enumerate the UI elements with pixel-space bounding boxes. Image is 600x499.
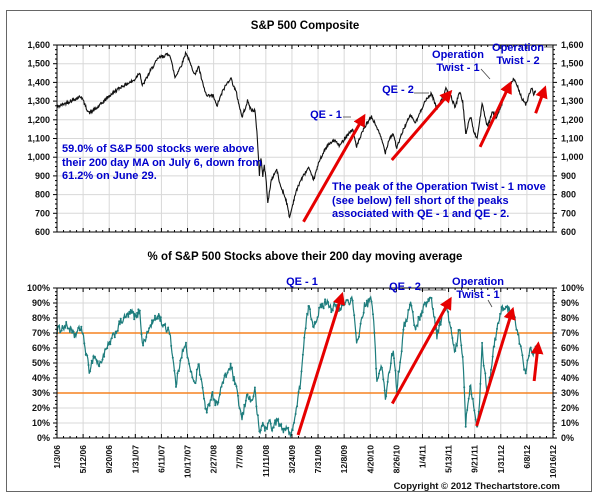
svg-text:10%: 10% [32, 418, 50, 428]
top-chart-series [56, 50, 537, 219]
svg-text:1,100: 1,100 [27, 134, 50, 144]
svg-text:1,300: 1,300 [27, 96, 50, 106]
svg-text:1/3/06: 1/3/06 [52, 445, 62, 469]
svg-text:800: 800 [35, 190, 50, 200]
svg-text:100%: 100% [27, 283, 50, 293]
note-line: 61.2% on June 29. [62, 170, 157, 182]
svg-text:9/20/06: 9/20/06 [104, 445, 114, 474]
svg-text:0%: 0% [561, 433, 574, 443]
svg-text:80%: 80% [32, 313, 50, 323]
svg-text:8/26/10: 8/26/10 [391, 445, 401, 474]
svg-text:600: 600 [561, 227, 576, 237]
svg-text:20%: 20% [561, 403, 579, 413]
svg-text:1/4/11: 1/4/11 [417, 445, 427, 468]
svg-text:60%: 60% [32, 343, 50, 353]
svg-text:90%: 90% [561, 298, 579, 308]
x-axis-date-labels: 1/3/06 5/12/06 9/20/06 1/31/07 6/11/07 10/17/… [52, 445, 558, 478]
svg-text:40%: 40% [561, 373, 579, 383]
copyright-text: Copyright © 2012 Thechartstore.com [393, 481, 560, 492]
top-chart-arrows [302, 80, 548, 223]
svg-text:1,000: 1,000 [27, 152, 50, 162]
svg-text:1,100: 1,100 [561, 134, 584, 144]
svg-text:2/27/08: 2/27/08 [209, 445, 219, 474]
bottom-chart-arrows [296, 291, 544, 436]
svg-text:700: 700 [35, 208, 50, 218]
note-twist1-peak: The peak of the Operation Twist - 1 move… [332, 181, 546, 222]
svg-text:20%: 20% [32, 403, 50, 413]
svg-text:6/8/12: 6/8/12 [522, 445, 532, 469]
svg-text:30%: 30% [561, 388, 579, 398]
svg-text:9/21/11: 9/21/11 [470, 445, 480, 473]
bottom-chart-axes [53, 287, 557, 439]
svg-text:0%: 0% [37, 433, 50, 443]
svg-text:10/16/12: 10/16/12 [548, 445, 558, 478]
svg-text:1,200: 1,200 [27, 115, 50, 125]
bottom-label-qe1: QE - 1 [286, 276, 318, 288]
note-line: 59.0% of S&P 500 stocks were above [62, 143, 255, 155]
top-chart-title: S&P 500 Composite [250, 20, 360, 32]
label-line: Operation [492, 42, 544, 54]
svg-text:100%: 100% [561, 283, 584, 293]
svg-text:90%: 90% [32, 298, 50, 308]
svg-text:1/31/12: 1/31/12 [496, 445, 506, 474]
svg-text:12/8/09: 12/8/09 [339, 445, 349, 474]
label-line: Operation [452, 276, 504, 288]
svg-text:1,400: 1,400 [561, 77, 584, 87]
label-line: Twist - 2 [496, 54, 540, 67]
svg-text:900: 900 [35, 171, 50, 181]
label-line: Twist - 1 [436, 61, 480, 74]
svg-text:30%: 30% [32, 388, 50, 398]
note-line: The peak of the Operation Twist - 1 move [332, 181, 546, 193]
svg-text:11/11/08: 11/11/08 [261, 445, 271, 477]
bottom-chart-title: % of S&P 500 Stocks above their 200 day … [147, 251, 463, 263]
svg-text:40%: 40% [32, 373, 50, 383]
svg-text:700: 700 [561, 208, 576, 218]
bottom-chart-series [56, 295, 537, 438]
svg-text:50%: 50% [32, 358, 50, 368]
bottom-chart-ytick-labels: 0% 0% 10% 10% 20% 20% 30% 30% 40% 40% 50% 50% 60% 60%… [27, 283, 584, 443]
bottom-label-operation-twist-1: Operation Twist - 1 [452, 276, 504, 301]
svg-text:10%: 10% [561, 418, 579, 428]
bottom-label-qe2: QE - 2 [389, 281, 421, 293]
svg-text:50%: 50% [561, 358, 579, 368]
svg-text:60%: 60% [561, 343, 579, 353]
svg-text:6/11/07: 6/11/07 [156, 445, 166, 473]
top-label-operation-twist-1: Operation Twist - 1 [432, 49, 484, 74]
label-line: Operation [432, 49, 484, 61]
top-chart-ytick-labels: 600 600 700 700 800 800 900 900 1,000 1,000 1,100 1… [27, 40, 583, 237]
svg-text:3/24/09: 3/24/09 [287, 445, 297, 474]
note-line: associated with QE - 1 and QE - 2. [332, 208, 510, 220]
note-line: their 200 day MA on July 6, down from [62, 156, 263, 169]
top-label-qe2: QE - 2 [382, 84, 414, 96]
svg-text:1,600: 1,600 [27, 40, 50, 50]
svg-text:1,500: 1,500 [27, 59, 50, 69]
top-label-operation-twist-2: Operation Twist - 2 [492, 42, 544, 67]
svg-text:4/20/10: 4/20/10 [365, 445, 375, 474]
chart-frame [6, 10, 592, 492]
svg-text:1,400: 1,400 [27, 77, 50, 87]
svg-text:70%: 70% [32, 328, 50, 338]
svg-text:5/12/06: 5/12/06 [78, 445, 88, 474]
svg-text:10/17/07: 10/17/07 [183, 445, 193, 478]
svg-text:70%: 70% [561, 328, 579, 338]
note-line: (see below) fell short of the peaks [332, 194, 509, 207]
top-chart-axes [53, 44, 557, 233]
svg-text:600: 600 [35, 227, 50, 237]
svg-text:1,600: 1,600 [561, 40, 584, 50]
svg-text:7/7/08: 7/7/08 [235, 445, 245, 469]
svg-text:900: 900 [561, 171, 576, 181]
svg-text:1,200: 1,200 [561, 115, 584, 125]
svg-text:800: 800 [561, 190, 576, 200]
svg-text:7/31/09: 7/31/09 [313, 445, 323, 474]
svg-text:1,300: 1,300 [561, 96, 584, 106]
svg-text:1,000: 1,000 [561, 152, 584, 162]
top-label-qe1: QE - 1 [310, 109, 342, 121]
label-line: Twist - 1 [456, 288, 500, 301]
svg-text:5/13/11: 5/13/11 [444, 445, 454, 473]
note-breadth-reading: 59.0% of S&P 500 stocks were above their… [62, 143, 262, 184]
svg-text:1/31/07: 1/31/07 [130, 445, 140, 474]
svg-text:1,500: 1,500 [561, 59, 584, 69]
svg-text:80%: 80% [561, 313, 579, 323]
